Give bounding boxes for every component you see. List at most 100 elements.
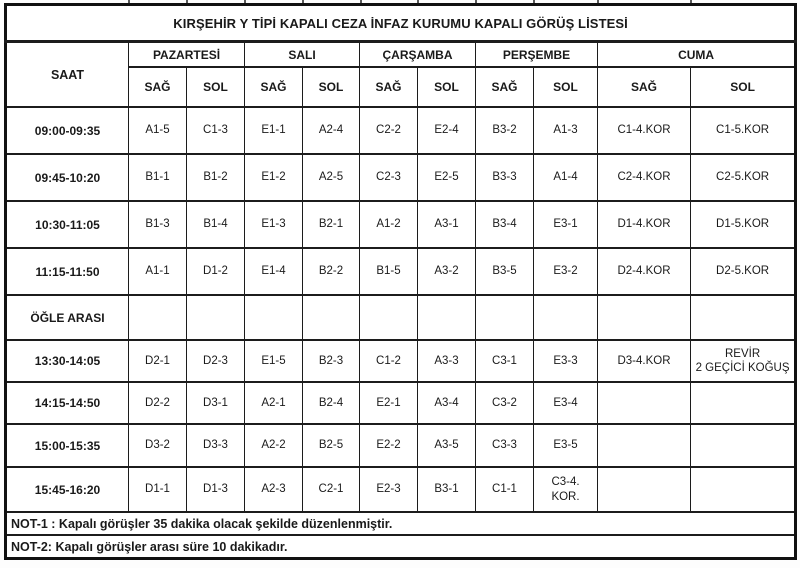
schedule-cell: C2-4.KOR bbox=[597, 153, 691, 202]
schedule-cell: E1-5 bbox=[244, 339, 303, 383]
schedule-cell: E1-4 bbox=[244, 247, 303, 296]
table-row: 09:45-10:20 B1-1 B1-2 E1-2 A2-5 C2-3 E2-5 B3-3 A… bbox=[5, 153, 797, 202]
time-cell: 09:45-10:20 bbox=[5, 153, 129, 202]
subheader-sol: SOL bbox=[186, 66, 245, 108]
schedule-cell bbox=[128, 294, 187, 341]
gridline-tick bbox=[360, 0, 362, 3]
gridline-tick bbox=[597, 0, 599, 3]
title-row: KIRŞEHİR Y TİPİ KAPALI CEZA İNFAZ KURUMU… bbox=[4, 3, 797, 43]
time-cell: 14:15-14:50 bbox=[5, 381, 129, 425]
schedule-cell: E2-1 bbox=[359, 381, 418, 425]
subheader-sol: SOL bbox=[302, 66, 360, 108]
gridline-tick bbox=[533, 0, 535, 3]
table-header: KIRŞEHİR Y TİPİ KAPALI CEZA İNFAZ KURUMU… bbox=[4, 3, 797, 108]
schedule-cell: A1-1 bbox=[128, 247, 187, 296]
schedule-cell: B1-1 bbox=[128, 153, 187, 202]
gridline-tick bbox=[302, 0, 304, 3]
gridline-tick bbox=[186, 0, 188, 3]
schedule-cell: C1-1 bbox=[475, 466, 534, 513]
schedule-cell: D1-4.KOR bbox=[597, 200, 691, 249]
schedule-cell: D3-4.KOR bbox=[597, 339, 691, 383]
schedule-cell: E3-1 bbox=[533, 200, 598, 249]
time-cell: 10:30-11:05 bbox=[5, 200, 129, 249]
schedule-cell: D1-3 bbox=[186, 466, 245, 513]
schedule-cell: D1-1 bbox=[128, 466, 187, 513]
schedule-cell: E1-3 bbox=[244, 200, 303, 249]
schedule-cell: A1-3 bbox=[533, 106, 598, 155]
schedule-cell: A2-3 bbox=[244, 466, 303, 513]
note-2: NOT-2: Kapalı görüşler arası süre 10 dak… bbox=[4, 534, 797, 560]
day-header-carsamba: ÇARŞAMBA bbox=[359, 40, 476, 68]
time-cell: 15:45-16:20 bbox=[5, 466, 129, 513]
schedule-cell: B3-3 bbox=[475, 153, 534, 202]
schedule-cell: B3-4 bbox=[475, 200, 534, 249]
schedule-cell: D1-2 bbox=[186, 247, 245, 296]
schedule-cell bbox=[244, 294, 303, 341]
schedule-cell: D3-1 bbox=[186, 381, 245, 425]
schedule-cell: D2-3 bbox=[186, 339, 245, 383]
schedule-cell: C3-4. KOR. bbox=[533, 466, 598, 513]
table-row: 11:15-11:50 A1-1 D1-2 E1-4 B2-2 B1-5 A3-2 B3-5 E… bbox=[5, 247, 797, 296]
time-cell: 11:15-11:50 bbox=[5, 247, 129, 296]
schedule-cell: E2-5 bbox=[417, 153, 476, 202]
schedule-cell: A2-5 bbox=[302, 153, 360, 202]
schedule-cell: C1-5.KOR bbox=[689, 106, 797, 155]
table-row: 15:45-16:20 D1-1 D1-3 A2-3 C2-1 E2-3 B3-1 C1-1 C… bbox=[5, 466, 797, 513]
subheader-sag: SAĞ bbox=[128, 66, 187, 108]
schedule-cell: A3-1 bbox=[417, 200, 476, 249]
schedule-cell: E2-3 bbox=[359, 466, 418, 513]
saat-header: SAAT bbox=[5, 40, 129, 108]
schedule-cell: D2-1 bbox=[128, 339, 187, 383]
page-title: KIRŞEHİR Y TİPİ KAPALI CEZA İNFAZ KURUMU… bbox=[4, 3, 797, 43]
time-cell: 09:00-09:35 bbox=[5, 106, 129, 155]
day-header-row: SAAT PAZARTESİ SALI ÇARŞAMBA PERŞEMBE CU… bbox=[5, 40, 797, 108]
schedule-cell: B3-1 bbox=[417, 466, 476, 513]
schedule-cell: C2-2 bbox=[359, 106, 418, 155]
schedule-cell: A1-2 bbox=[359, 200, 418, 249]
subheader-sag: SAĞ bbox=[359, 66, 418, 108]
schedule-cell: A3-4 bbox=[417, 381, 476, 425]
schedule-cell: E3-2 bbox=[533, 247, 598, 296]
subheader-sol: SOL bbox=[417, 66, 476, 108]
schedule-cell: D1-5.KOR bbox=[689, 200, 797, 249]
gridline-tick bbox=[128, 0, 130, 3]
schedule-cell: A3-3 bbox=[417, 339, 476, 383]
table-row: 10:30-11:05 B1-3 B1-4 E1-3 B2-1 A1-2 A3-1 B3-4 E… bbox=[5, 200, 797, 249]
schedule-cell: A1-4 bbox=[533, 153, 598, 202]
schedule-cell: A2-2 bbox=[244, 423, 303, 468]
table-row: NOT-1 : Kapalı görüşler 35 dakika olacak… bbox=[4, 511, 797, 536]
subheader-sag: SAĞ bbox=[597, 66, 691, 108]
schedule-cell: C2-1 bbox=[302, 466, 360, 513]
schedule-cell: C2-5.KOR bbox=[689, 153, 797, 202]
schedule-cell bbox=[597, 294, 691, 341]
subheader-sag: SAĞ bbox=[244, 66, 303, 108]
time-cell: ÖĞLE ARASI bbox=[5, 294, 129, 341]
table-notes: NOT-1 : Kapalı görüşler 35 dakika olacak… bbox=[4, 511, 797, 560]
schedule-cell: D2-5.KOR bbox=[689, 247, 797, 296]
schedule-cell: B3-5 bbox=[475, 247, 534, 296]
schedule-cell: B2-2 bbox=[302, 247, 360, 296]
schedule-cell bbox=[417, 294, 476, 341]
table-row: 09:00-09:35 A1-5 C1-3 E1-1 A2-4 C2-2 E2-4 B3-2 A… bbox=[5, 106, 797, 155]
schedule-cell: C1-3 bbox=[186, 106, 245, 155]
subheader-row: SAĞ SOL SAĞ SOL SAĞ SOL SAĞ SOL SAĞ SOL bbox=[6, 66, 797, 108]
schedule-cell bbox=[186, 294, 245, 341]
table-row: NOT-2: Kapalı görüşler arası süre 10 dak… bbox=[4, 534, 797, 560]
schedule-cell: B2-5 bbox=[302, 423, 360, 468]
schedule-cell: B1-5 bbox=[359, 247, 418, 296]
schedule-cell: D3-2 bbox=[128, 423, 187, 468]
schedule-cell: A3-5 bbox=[417, 423, 476, 468]
schedule-cell: A3-2 bbox=[417, 247, 476, 296]
day-header-persembe: PERŞEMBE bbox=[475, 40, 598, 68]
schedule-cell: E1-2 bbox=[244, 153, 303, 202]
schedule-cell bbox=[689, 466, 797, 513]
schedule-cell bbox=[689, 381, 797, 425]
gridline-tick bbox=[417, 0, 419, 3]
gridline-tick bbox=[690, 0, 692, 3]
table-row: 15:00-15:35 D3-2 D3-3 A2-2 B2-5 E2-2 A3-5 C3-3 E… bbox=[5, 423, 797, 468]
schedule-cell: D2-2 bbox=[128, 381, 187, 425]
schedule-cell: D3-3 bbox=[186, 423, 245, 468]
schedule-cell: A2-4 bbox=[302, 106, 360, 155]
time-cell: 15:00-15:35 bbox=[5, 423, 129, 468]
